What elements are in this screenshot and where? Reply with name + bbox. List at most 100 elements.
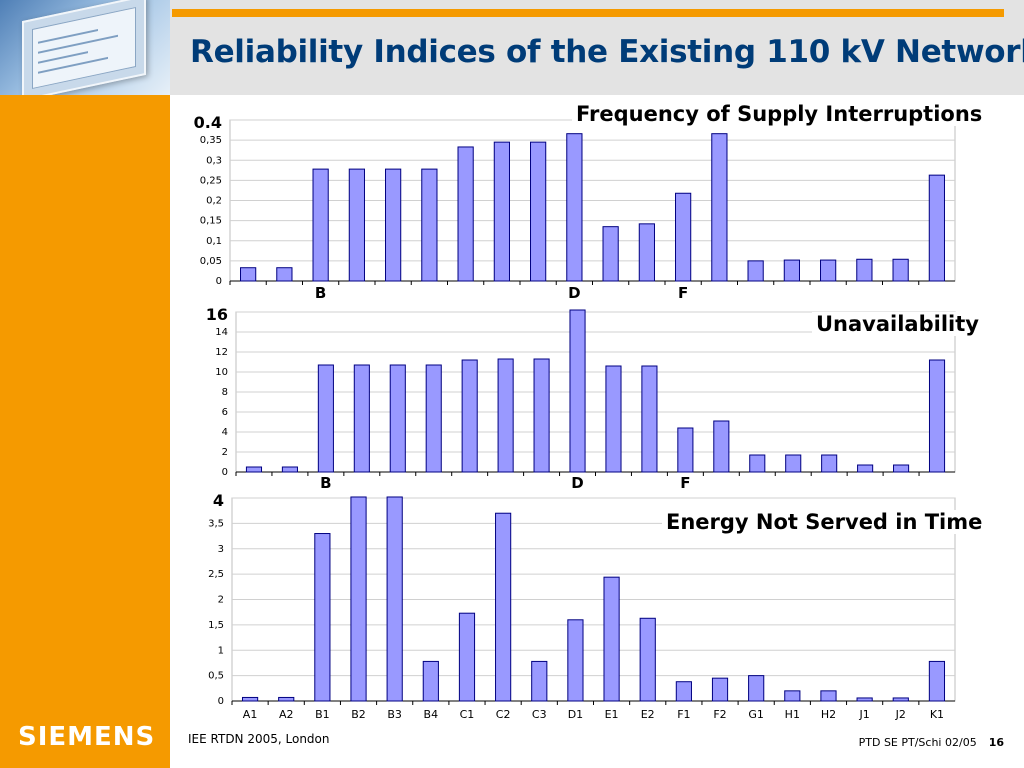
bar <box>278 696 295 702</box>
chart-title-unavailability: Unavailability <box>812 312 983 336</box>
bar <box>281 466 298 473</box>
bar <box>677 427 694 473</box>
x-category-label: C1 <box>460 708 475 721</box>
y-tick-label: 8 <box>222 387 228 398</box>
bar <box>389 364 406 473</box>
x-category-label: B3 <box>387 708 402 721</box>
y-tick-top-label: 4 <box>213 491 224 510</box>
bar <box>276 267 293 282</box>
bar <box>425 364 442 473</box>
y-tick-top-label: 16 <box>206 305 228 324</box>
footer-left: IEE RTDN 2005, London <box>188 732 330 746</box>
footer-info: PTD SE PT/Schi 02/05 <box>858 736 977 749</box>
bar <box>602 226 619 282</box>
x-category-label: C3 <box>532 708 547 721</box>
x-category-label: K1 <box>930 708 944 721</box>
y-tick-label: 0,05 <box>200 256 222 267</box>
bar <box>711 677 729 702</box>
x-category-label: E1 <box>605 708 619 721</box>
bar <box>892 258 909 282</box>
bar <box>422 660 439 702</box>
y-tick-label: 0 <box>216 276 222 287</box>
x-category-label: G1 <box>748 708 764 721</box>
y-tick-label: 0,25 <box>200 175 222 186</box>
x-category-label: A1 <box>243 708 258 721</box>
header-stripe <box>172 9 1004 17</box>
bar <box>784 690 801 702</box>
bar <box>531 660 548 702</box>
bar <box>458 612 476 702</box>
bar <box>821 454 838 473</box>
footer-right: PTD SE PT/Schi 02/05 16 <box>859 736 1004 749</box>
bar <box>639 617 656 702</box>
x-category-label: F1 <box>677 708 690 721</box>
y-tick-label: 3,5 <box>208 518 224 529</box>
bar <box>928 660 946 702</box>
y-tick-label: 6 <box>222 407 228 418</box>
x-category-label: J2 <box>895 708 906 721</box>
header-graphic <box>0 0 170 95</box>
y-tick-label: 0,1 <box>206 236 222 247</box>
bar <box>567 619 584 702</box>
bar <box>605 365 622 473</box>
x-category-label: A2 <box>279 708 294 721</box>
group-label: B <box>315 284 326 302</box>
bar <box>856 258 873 282</box>
x-category-label: B2 <box>351 708 366 721</box>
bar <box>241 696 259 702</box>
y-tick-top-label: 0.4 <box>194 113 222 132</box>
x-category-label: H2 <box>821 708 836 721</box>
bar <box>893 464 910 473</box>
bar <box>820 690 837 702</box>
bar <box>748 675 765 702</box>
bar <box>350 496 367 702</box>
bar <box>457 146 474 282</box>
group-label: D <box>571 474 583 492</box>
bar <box>353 364 370 473</box>
bar <box>857 464 874 473</box>
bar <box>603 576 620 702</box>
page-number: 16 <box>988 736 1004 749</box>
bar <box>713 420 730 473</box>
group-label: B <box>320 474 331 492</box>
y-tick-label: 2,5 <box>208 569 224 580</box>
bar <box>641 365 658 473</box>
bar <box>348 168 365 282</box>
y-tick-label: 1,5 <box>208 620 224 631</box>
bar <box>245 466 263 473</box>
y-tick-label: 0 <box>222 467 228 478</box>
bar <box>317 364 334 473</box>
x-category-label: B1 <box>315 708 330 721</box>
bar <box>856 697 873 702</box>
y-tick-label: 0,5 <box>208 671 224 682</box>
x-category-label: F2 <box>713 708 726 721</box>
bar <box>314 533 331 702</box>
y-tick-label: 0 <box>218 696 224 707</box>
bar <box>533 358 550 473</box>
chart-title-energy-not-served: Energy Not Served in Time <box>662 510 987 534</box>
bar <box>421 168 438 282</box>
brand-logo: SIEMENS <box>18 722 156 752</box>
y-tick-label: 4 <box>222 427 228 438</box>
bar <box>566 133 583 282</box>
bar <box>497 358 514 473</box>
bar <box>675 192 692 282</box>
x-category-label: B4 <box>424 708 439 721</box>
x-category-label: J1 <box>859 708 870 721</box>
chart-title-frequency: Frequency of Supply Interruptions <box>572 102 987 126</box>
bar <box>461 359 478 473</box>
bar <box>312 168 329 282</box>
bar <box>493 141 510 282</box>
x-category-label: C2 <box>496 708 511 721</box>
bar <box>569 309 586 473</box>
x-category-label: H1 <box>785 708 800 721</box>
x-category-label: E2 <box>641 708 655 721</box>
bar <box>385 168 402 282</box>
group-label: F <box>678 284 688 302</box>
y-tick-label: 12 <box>215 347 228 358</box>
bar <box>675 681 692 702</box>
y-tick-label: 14 <box>215 327 228 338</box>
bar <box>892 697 909 702</box>
bar <box>711 133 728 282</box>
